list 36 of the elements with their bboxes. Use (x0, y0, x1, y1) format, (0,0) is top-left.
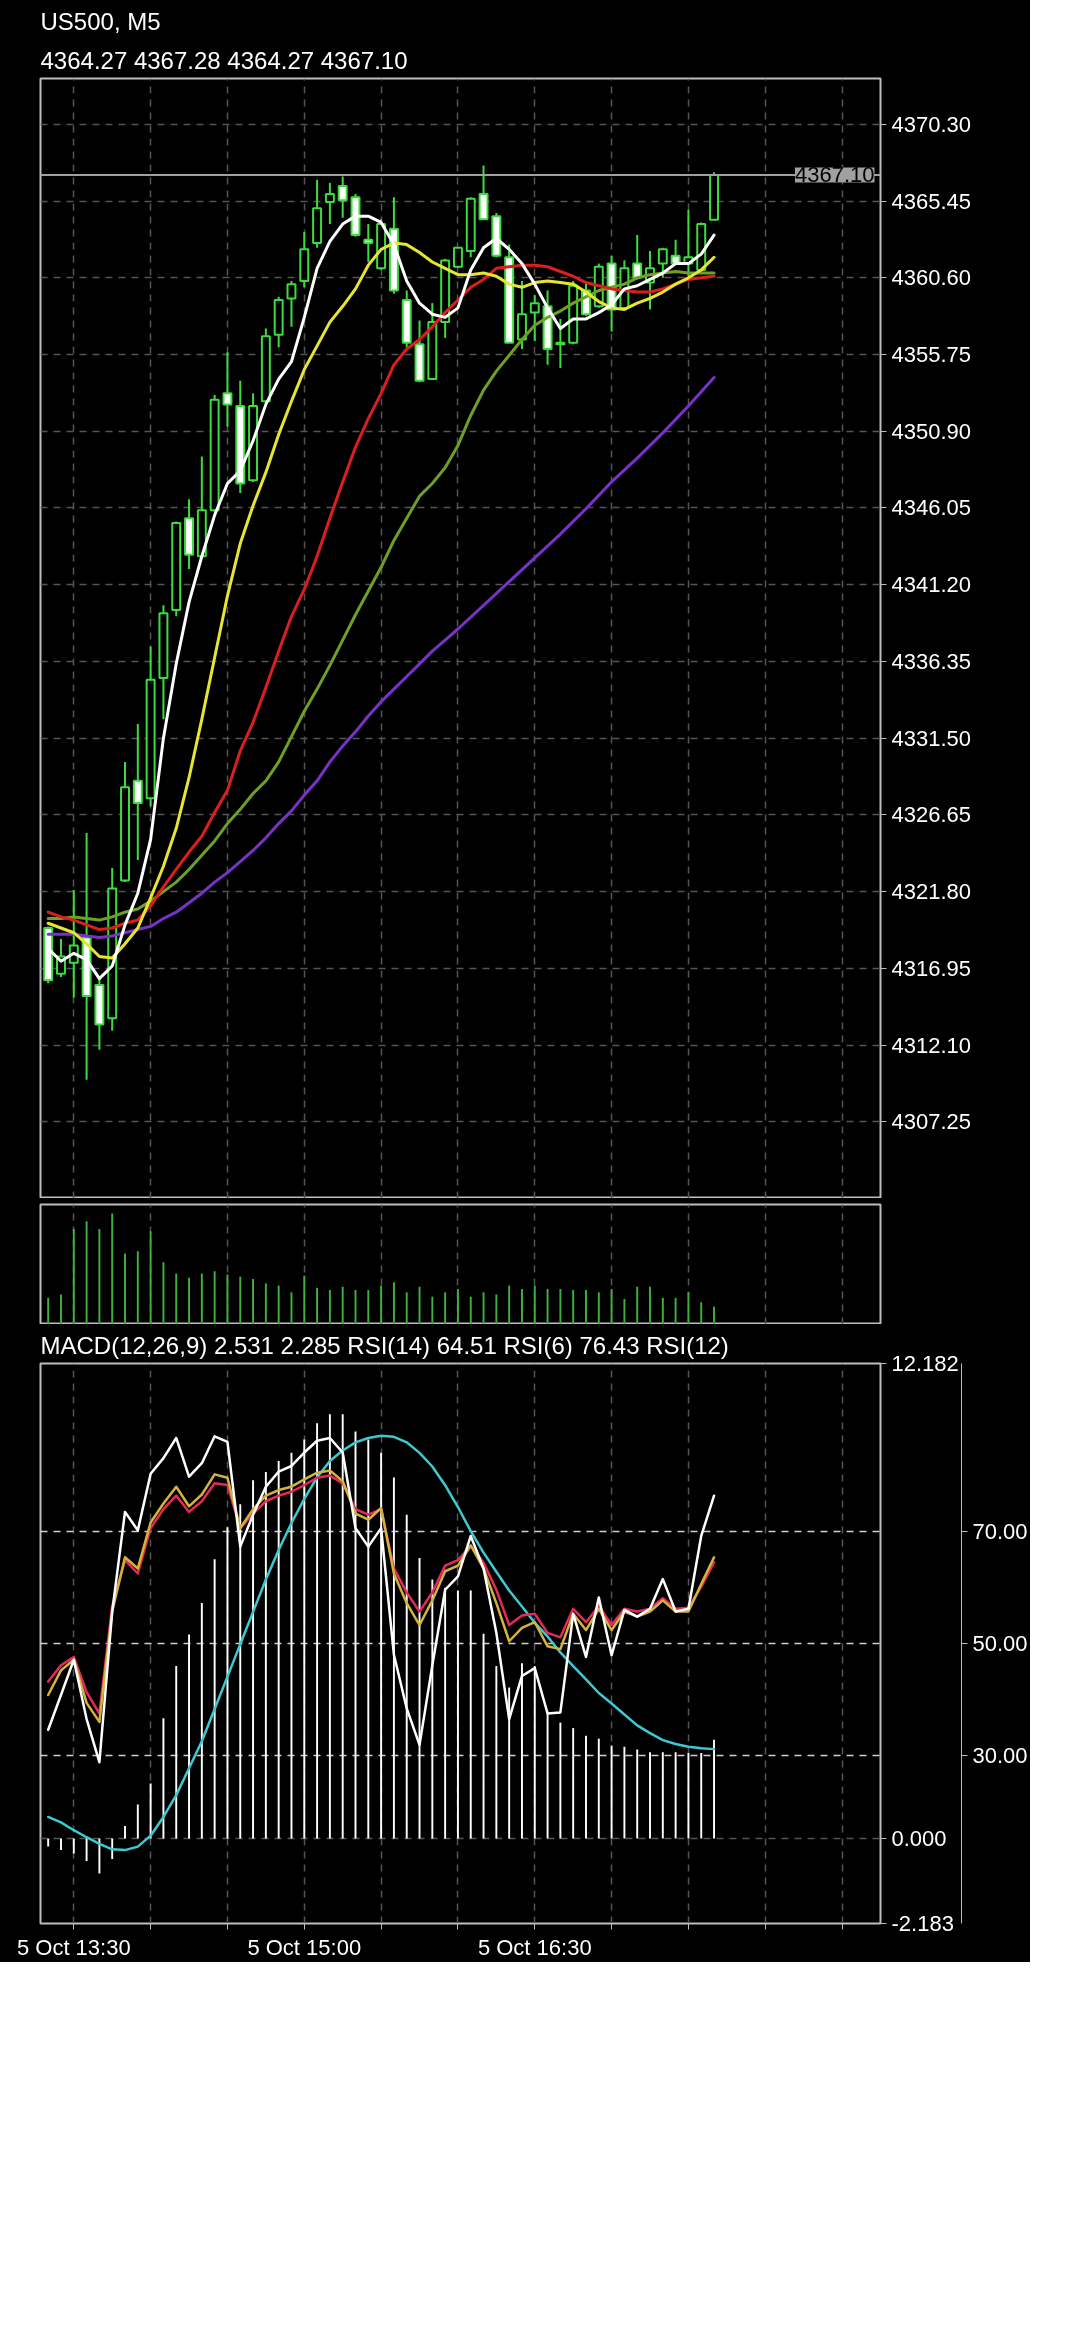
x-tick-label: 5 Oct 15:00 (247, 1934, 362, 1960)
y-tick-label: 4326.65 (891, 802, 972, 828)
y-tick-label: 12.182 (891, 1351, 959, 1376)
y-tick-label: 4355.75 (891, 342, 972, 368)
y-tick-label: 4336.35 (891, 648, 972, 674)
chart-subtitle: 4364.27 4367.28 4364.27 4367.10 (40, 46, 408, 74)
y-tick-label: 4360.60 (891, 265, 972, 291)
y-tick-label: 4365.45 (891, 188, 972, 214)
candlestick (657, 246, 668, 279)
y-tick-label: 4346.05 (891, 495, 972, 521)
y-tick-label: 4370.30 (891, 111, 972, 137)
x-tick-label: 5 Oct 16:30 (477, 1934, 592, 1960)
y-tick-label: 4331.50 (891, 725, 972, 751)
y-tick-label: 4341.20 (891, 572, 972, 598)
line-series (46, 1434, 716, 1852)
candlestick (132, 722, 143, 861)
candlestick (529, 294, 540, 343)
candlestick (286, 279, 297, 328)
y-tick-label: 4350.90 (891, 418, 972, 444)
y-tick-label: 4307.25 (891, 1109, 972, 1135)
y2-tick-label: 70.00 (972, 1519, 1028, 1544)
chart-title: MACD(12,26,9) 2.531 2.285 RSI(14) 64.51 RSI(6) 76.43 RSI(12) (40, 1331, 729, 1359)
y-tick-label: 4312.10 (891, 1032, 972, 1058)
y-tick-label: -2.183 (891, 1911, 954, 1936)
candlestick (222, 351, 233, 428)
ref-line-label: 4367.10 (794, 162, 875, 188)
x-tick-label: 5 Oct 13:30 (16, 1934, 131, 1960)
y-tick-label: 4316.95 (891, 955, 972, 981)
candlestick (363, 223, 374, 263)
chart-title: US500, M5 (40, 7, 161, 35)
y2-tick-label: 50.00 (972, 1631, 1028, 1656)
y-tick-label: 4321.80 (891, 879, 972, 905)
candlestick (324, 181, 335, 226)
y2-tick-label: 30.00 (972, 1743, 1028, 1768)
y-tick-label: 0.000 (891, 1825, 947, 1851)
candlestick (337, 175, 348, 219)
